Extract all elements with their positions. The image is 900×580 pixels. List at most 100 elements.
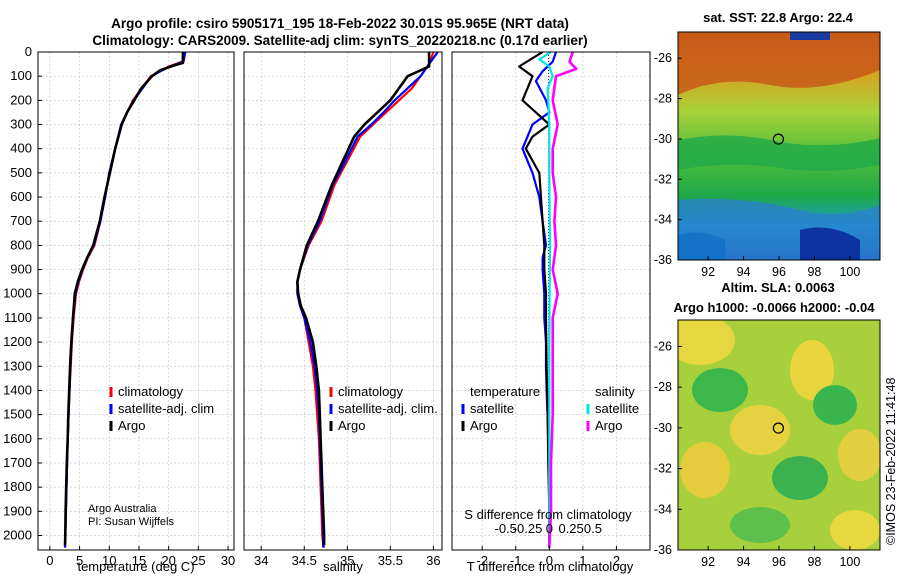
ytick-label: 1700 xyxy=(3,455,32,470)
ytick-label: 1400 xyxy=(3,382,32,397)
sst-map-panel: sat. SST: 22.8 Argo: 22.4 92 94 96 98 100 -26… xyxy=(654,10,881,279)
s-tick-label: -0.25 xyxy=(513,521,543,536)
xtick-label: 34.5 xyxy=(292,553,317,568)
map-ytick-label: -26 xyxy=(654,339,672,353)
map-xtick-label: 100 xyxy=(839,555,860,569)
salinity-panel: 34 34.5 35 35.5 36 salinity climatology satel… xyxy=(243,51,443,574)
ytick-label: 900 xyxy=(10,262,32,277)
credit-line2: PI: Susan Wijffels xyxy=(88,516,174,528)
legend-title-temperature: temperature xyxy=(470,384,540,399)
series-line-s-argo xyxy=(548,52,578,548)
series-line-climatology xyxy=(63,52,186,548)
sla-map-panel: Altim. SLA: 0.0063 Argo h1000: -0.0066 h… xyxy=(654,280,881,569)
series-line-argo xyxy=(63,52,185,546)
xtick-label: -1 xyxy=(510,553,522,568)
timestamp-watermark: ©IMOS 23-Feb-2022 11:41:48 xyxy=(884,378,898,545)
ytick-label: 200 xyxy=(10,92,32,107)
ytick-label: 1800 xyxy=(3,479,32,494)
map-ytick-label: -32 xyxy=(654,172,672,186)
xtick-label: 2 xyxy=(613,553,620,568)
sst-map-ticks: 92 94 96 98 100 -26 -28 -30 -32 -34 -36 xyxy=(654,51,860,279)
salinity-lines xyxy=(296,52,439,548)
map-xtick-label: 94 xyxy=(737,555,751,569)
series-line-t-argo xyxy=(517,52,551,548)
xtick-label: 0 xyxy=(46,553,53,568)
difference-panel: -2 -1 0 1 2 -0.5-0.25 0 0.25 0.5 S difference f… xyxy=(451,51,651,574)
salinity-axes-box xyxy=(243,51,443,551)
map-ytick-label: -36 xyxy=(654,543,672,557)
sst-map-field xyxy=(678,32,880,260)
series-line-satellite-adj-clim xyxy=(296,52,439,548)
title-line1: Argo profile: csiro 5905171_195 18-Feb-2… xyxy=(111,16,569,31)
map-xtick-label: 92 xyxy=(701,555,715,569)
credit-line1: Argo Australia xyxy=(88,503,157,515)
legend-entry-label: Argo xyxy=(338,418,365,433)
ytick-label: 400 xyxy=(10,141,32,156)
map-xtick-label: 98 xyxy=(807,265,821,279)
xtick-label: 5 xyxy=(76,553,83,568)
legend-s-argo-label: Argo xyxy=(595,418,622,433)
pressure-axis-ticks: 0 100 200 300 400 500 600 700 800 900 1000 1100 1200… xyxy=(3,44,42,542)
ytick-label: 1500 xyxy=(3,407,32,422)
map-xtick-label: 98 xyxy=(807,555,821,569)
sst-map-title: sat. SST: 22.8 Argo: 22.4 xyxy=(703,10,854,25)
legend-entry-label: climatology xyxy=(338,384,404,399)
map-ytick-label: -26 xyxy=(654,51,672,65)
xtick-label: 35 xyxy=(340,553,354,568)
s-difference-axis-ticks: -0.5-0.25 0 0.25 0.5 xyxy=(494,521,601,536)
ytick-label: 1900 xyxy=(3,503,32,518)
series-line-argo xyxy=(296,52,431,546)
temperature-panel: 0100200300400500600700800900100011001200… xyxy=(3,44,235,574)
map-ytick-label: -28 xyxy=(654,92,672,106)
map-ytick-label: -36 xyxy=(654,253,672,267)
xtick-label: 30 xyxy=(221,553,235,568)
temperature-grid xyxy=(38,51,234,550)
map-ytick-label: -28 xyxy=(654,380,672,394)
xtick-label: 25 xyxy=(191,553,205,568)
map-ytick-label: -34 xyxy=(654,502,672,516)
legend-entry-label: Argo xyxy=(118,418,145,433)
ytick-label: 800 xyxy=(10,237,32,252)
xtick-label: 10 xyxy=(102,553,116,568)
legend-t-satellite-label: satellite xyxy=(470,401,514,416)
ytick-label: 1000 xyxy=(3,286,32,301)
sla-map-field xyxy=(678,320,880,550)
series-line-climatology xyxy=(296,52,435,548)
legend-s-satellite-label: satellite xyxy=(595,401,639,416)
salinity-axis-ticks: 34 34.5 35 35.5 36 xyxy=(254,546,441,568)
temperature-legend: climatology satellite-adj. clim Argo xyxy=(109,384,214,433)
sla-map-title2: Argo h1000: -0.0066 h2000: -0.04 xyxy=(674,300,876,315)
xtick-label: 0 xyxy=(546,553,553,568)
ytick-label: 700 xyxy=(10,213,32,228)
xtick-label: 1 xyxy=(579,553,586,568)
difference-legend: temperature salinity satellite Argo satellit… xyxy=(461,384,639,433)
t-difference-xlabel: T difference from climatology xyxy=(467,559,634,574)
title-line2: Climatology: CARS2009. Satellite-adj cli… xyxy=(92,33,587,48)
s-tick-label: 0.25 xyxy=(558,521,583,536)
temperature-axis-ticks: 0 5 10 15 20 25 30 xyxy=(46,546,235,568)
s-tick-label: -0.5 xyxy=(494,521,516,536)
map-xtick-label: 94 xyxy=(737,265,751,279)
salinity-legend: climatology satellite-adj. clim. Argo xyxy=(329,384,438,433)
sla-map-title1: Altim. SLA: 0.0063 xyxy=(721,280,834,295)
ytick-label: 100 xyxy=(10,68,32,83)
sst-profile-marker xyxy=(772,133,785,145)
s-tick-label: 0.5 xyxy=(584,521,602,536)
map-ytick-label: -30 xyxy=(654,421,672,435)
temperature-xlabel: temperature (deg C) xyxy=(77,559,194,574)
sla-map-ticks: 92 94 96 98 100 -26 -28 -30 -32 -34 -36 xyxy=(654,339,860,569)
map-ytick-label: -34 xyxy=(654,213,672,227)
xtick-label: 34 xyxy=(254,553,268,568)
xtick-label: 20 xyxy=(161,553,175,568)
ytick-label: 1600 xyxy=(3,431,32,446)
sla-profile-marker xyxy=(772,422,785,434)
ytick-label: 2000 xyxy=(3,527,32,542)
legend-entry-label: climatology xyxy=(118,384,184,399)
temperature-axes-box xyxy=(37,51,235,551)
legend-entry-label: satellite-adj. clim xyxy=(118,401,214,416)
map-xtick-label: 92 xyxy=(701,265,715,279)
ytick-label: 1200 xyxy=(3,334,32,349)
legend-t-argo-label: Argo xyxy=(470,418,497,433)
